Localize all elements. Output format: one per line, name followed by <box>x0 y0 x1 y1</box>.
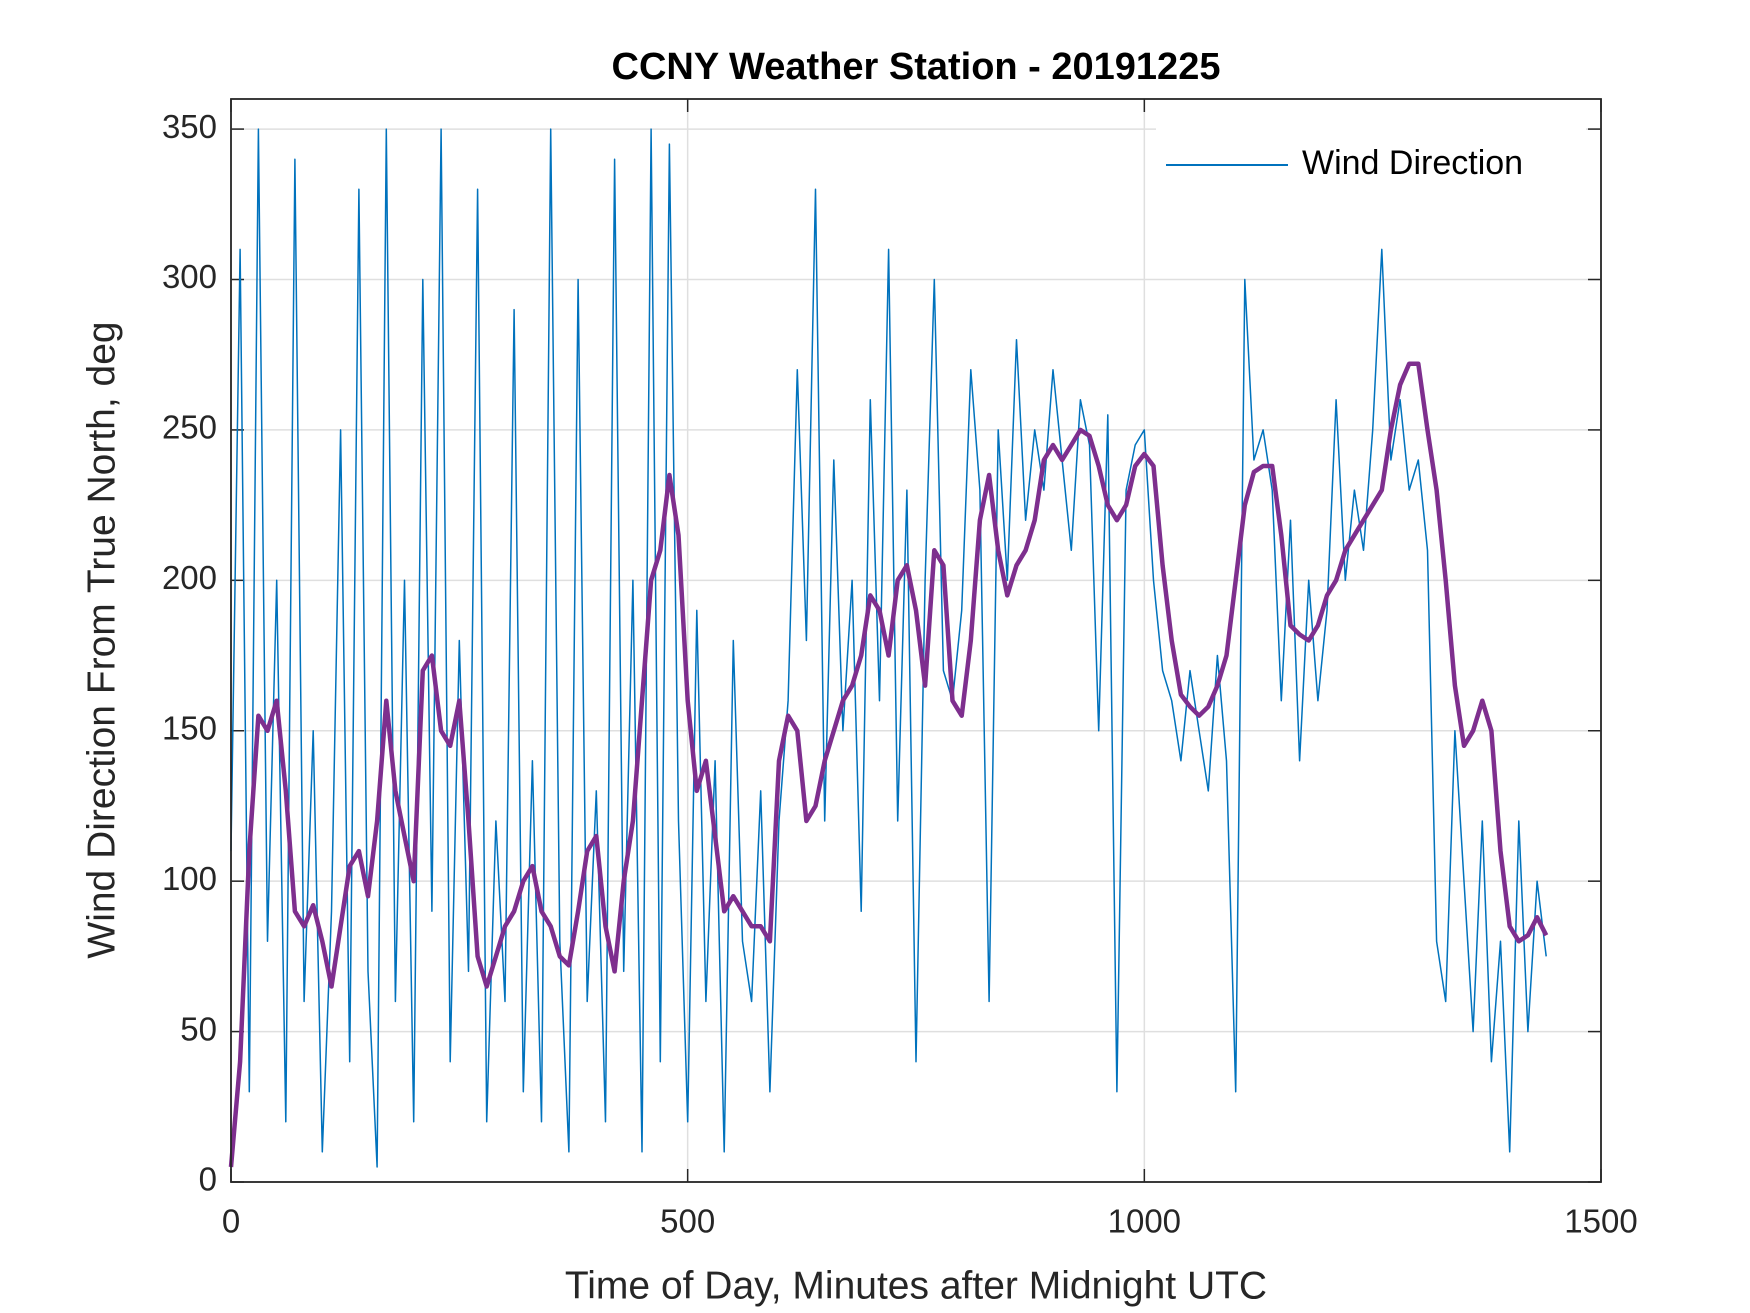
y-tick-label: 0 <box>199 1161 217 1198</box>
data-line <box>228 361 1549 1168</box>
y-tick-label: 300 <box>162 258 217 295</box>
x-tick-label: 1000 <box>1108 1203 1181 1240</box>
y-tick-label: 100 <box>162 860 217 897</box>
y-axis-label: Wind Direction From True North, deg <box>80 321 123 958</box>
x-tick-label: 500 <box>660 1203 715 1240</box>
y-tick-label: 350 <box>162 108 217 145</box>
data-line <box>230 128 1547 1168</box>
chart-title: CCNY Weather Station - 20191225 <box>612 46 1221 88</box>
y-tick-label: 200 <box>162 559 217 596</box>
x-axis-label: Time of Day, Minutes after Midnight UTC <box>565 1264 1267 1307</box>
plot-frame <box>230 98 1602 1183</box>
legend-box <box>1156 119 1586 191</box>
x-tick-label: 0 <box>222 1203 240 1240</box>
y-tick-label: 250 <box>162 409 217 446</box>
x-tick-label: 1500 <box>1564 1203 1637 1240</box>
y-tick-label: 150 <box>162 709 217 746</box>
legend-label: Wind Direction <box>1302 144 1523 182</box>
y-tick-label: 50 <box>180 1010 217 1047</box>
